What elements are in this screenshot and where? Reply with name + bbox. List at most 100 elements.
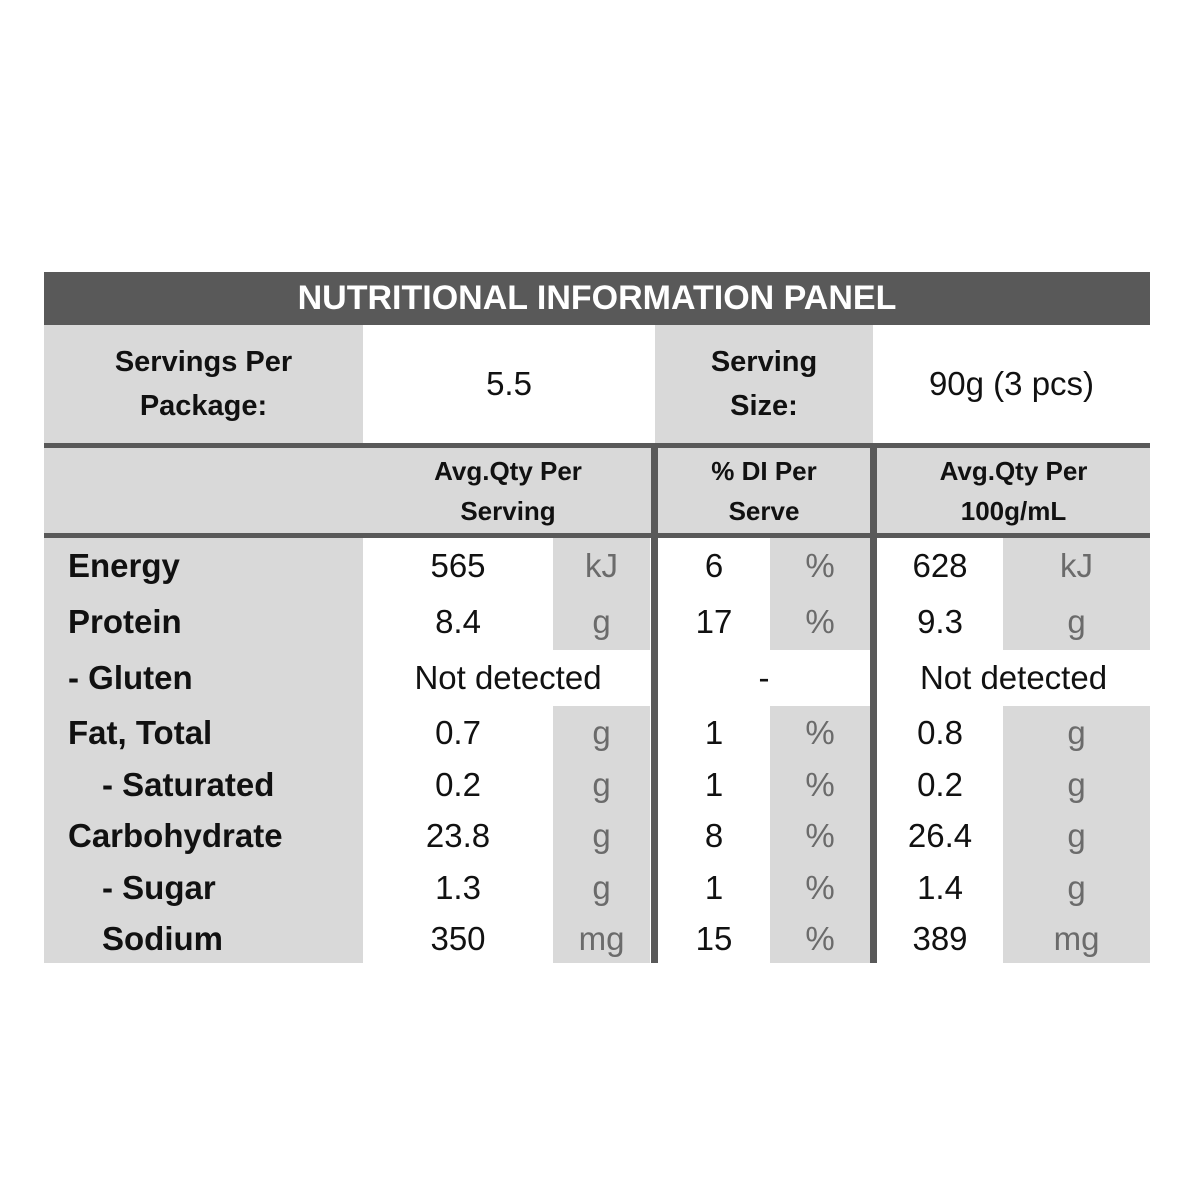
unit-text: kJ — [1060, 547, 1093, 584]
unit-text: % — [805, 714, 835, 751]
value: 8 — [658, 810, 770, 862]
unit: g — [553, 862, 650, 914]
unit: g — [1003, 862, 1150, 914]
row-label: Energy — [44, 538, 363, 594]
unit-text: g — [592, 603, 611, 640]
value: - — [658, 650, 870, 706]
column-header-text: % DI Per Serve — [711, 455, 817, 526]
value-text: 23.8 — [425, 817, 491, 854]
value-text: 1 — [704, 766, 724, 803]
value: 389 — [877, 914, 1003, 963]
unit: kJ — [553, 538, 650, 594]
unit: % — [770, 594, 870, 650]
column-header-text: Avg.Qty Per Serving — [434, 455, 582, 526]
unit-text: g — [1067, 603, 1086, 640]
row-label: Carbohydrate — [44, 810, 363, 862]
value: 6 — [658, 538, 770, 594]
unit: % — [770, 706, 870, 760]
unit: mg — [1003, 914, 1150, 963]
unit-text: g — [1067, 766, 1086, 803]
unit-text: % — [805, 547, 835, 584]
rule — [44, 443, 1150, 448]
title-bar-text: NUTRITIONAL INFORMATION PANEL — [297, 279, 897, 317]
divider — [651, 448, 658, 963]
value-text: 26.4 — [907, 817, 973, 854]
unit-text: g — [1067, 714, 1086, 751]
unit-text: g — [592, 817, 611, 854]
value-text: Not detected — [919, 659, 1108, 696]
value: 1 — [658, 706, 770, 760]
unit-text: g — [1067, 869, 1086, 906]
value-text: 0.2 — [917, 766, 963, 803]
row-label: - Sugar — [44, 862, 363, 914]
value: 0.2 — [877, 760, 1003, 810]
unit-text: % — [805, 919, 835, 957]
unit: % — [770, 760, 870, 810]
row-label-text: - Gluten — [68, 659, 193, 696]
value: 8.4 — [363, 594, 553, 650]
unit: g — [553, 594, 650, 650]
unit-text: g — [592, 714, 611, 751]
column-header: Avg.Qty Per Serving — [363, 448, 653, 533]
unit: mg — [553, 914, 650, 963]
unit: g — [553, 810, 650, 862]
rule — [44, 533, 1150, 538]
row-label-text: Sodium — [102, 919, 223, 957]
value-text: 6 — [704, 547, 724, 584]
unit: g — [1003, 594, 1150, 650]
value: 9.3 — [877, 594, 1003, 650]
value-text: 1.4 — [917, 869, 963, 906]
unit-text: mg — [578, 919, 625, 957]
value-text: 8.4 — [435, 603, 481, 640]
value: 1.4 — [877, 862, 1003, 914]
unit-text: % — [805, 766, 835, 803]
servings-label-text: Servings Per Package: — [114, 346, 293, 422]
unit: % — [770, 862, 870, 914]
value: 350 — [363, 914, 553, 963]
value: 17 — [658, 594, 770, 650]
unit-text: g — [1067, 817, 1086, 854]
value-text: 0.7 — [435, 714, 481, 751]
value-text: 1 — [704, 869, 724, 906]
value-text: 628 — [912, 547, 968, 584]
unit: % — [770, 914, 870, 963]
value: Not detected — [363, 650, 653, 706]
value: 0.8 — [877, 706, 1003, 760]
value-text: 9.3 — [917, 603, 963, 640]
value: 0.7 — [363, 706, 553, 760]
row-label: Fat, Total — [44, 706, 363, 760]
row-label: - Gluten — [44, 650, 363, 706]
value-text: 565 — [430, 547, 486, 584]
unit: g — [1003, 706, 1150, 760]
servings-label: Servings Per Package: — [44, 325, 363, 443]
row-label-text: Energy — [68, 547, 180, 584]
unit-text: % — [805, 869, 835, 906]
value-text: 389 — [912, 919, 968, 957]
value: 1.3 — [363, 862, 553, 914]
row-label-text: - Sugar — [102, 869, 216, 906]
row-label: Protein — [44, 594, 363, 650]
row-label-text: Protein — [68, 603, 182, 640]
value: 565 — [363, 538, 553, 594]
divider — [870, 448, 877, 963]
value: 0.2 — [363, 760, 553, 810]
servings-value-text: 5.5 — [486, 365, 532, 402]
column-header: % DI Per Serve — [658, 448, 870, 533]
value: 628 — [877, 538, 1003, 594]
size-value: 90g (3 pcs) — [873, 325, 1150, 443]
unit: g — [1003, 760, 1150, 810]
value: 26.4 — [877, 810, 1003, 862]
unit-text: kJ — [585, 547, 618, 584]
value-text: 350 — [430, 919, 486, 957]
row-label: - Saturated — [44, 760, 363, 810]
row-label-text: Carbohydrate — [68, 817, 283, 854]
value-text: 15 — [695, 919, 733, 957]
size-label: Serving Size: — [655, 325, 873, 443]
column-header: Avg.Qty Per 100g/mL — [877, 448, 1150, 533]
value-text: 0.8 — [917, 714, 963, 751]
value-text: 1.3 — [435, 869, 481, 906]
column-header-text: Avg.Qty Per 100g/mL — [939, 455, 1088, 526]
size-label-text: Serving Size: — [710, 346, 818, 422]
unit-text: % — [805, 603, 835, 640]
